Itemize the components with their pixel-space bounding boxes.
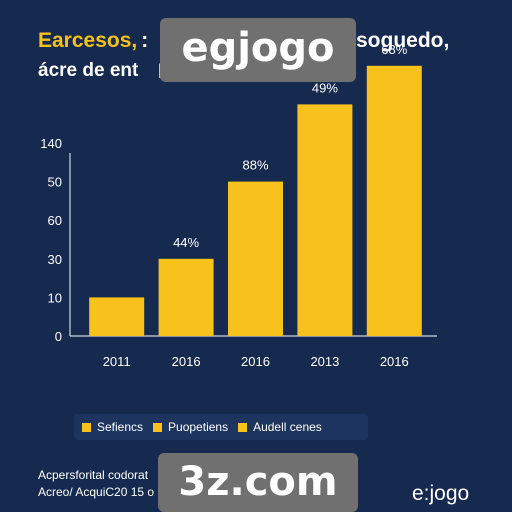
bar <box>89 297 145 336</box>
footer-line: Acpersforital codorat <box>38 468 149 482</box>
data-label: 44% <box>173 235 199 250</box>
y-tick-label: 140 <box>40 136 62 151</box>
title-line-2: ácre de ent <box>38 60 139 81</box>
legend: Sefiencs Puopetiens Audell cenes <box>74 414 368 440</box>
legend-label: Puopetiens <box>168 420 229 434</box>
x-tick-label: 2016 <box>172 354 201 369</box>
legend-item: Audell cenes <box>238 420 322 434</box>
legend-label: Audell cenes <box>253 420 322 434</box>
x-tick-label: 2016 <box>241 354 270 369</box>
footer-note: Acpersforital codorat Acreo/ AcquiC20 15… <box>38 467 154 501</box>
x-tick-label: 2011 <box>103 354 131 369</box>
data-label: 68% <box>381 42 407 57</box>
watermark-bottom: 3z.com <box>158 453 358 512</box>
y-tick-label: 50 <box>48 175 62 190</box>
y-tick-label: 60 <box>48 213 62 228</box>
title-right: soguedo, <box>356 29 450 52</box>
legend-item: Puopetiens <box>153 420 228 434</box>
legend-swatch <box>82 422 91 432</box>
bar <box>366 65 422 337</box>
title-highlight: Earcesos, <box>38 29 138 52</box>
y-tick-label: 30 <box>48 252 62 267</box>
legend-swatch <box>238 422 248 432</box>
bar <box>297 104 353 337</box>
brand-logo: e:jogo <box>412 482 470 505</box>
watermark-top: egjogo <box>160 18 356 82</box>
bar <box>228 181 283 336</box>
x-tick-label: 2016 <box>380 354 409 369</box>
y-tick-label: 10 <box>48 290 62 305</box>
legend-item: Sefiencs <box>82 420 143 434</box>
x-tick-label: 2013 <box>310 354 339 369</box>
footer-line: Acreo/ AcquiC20 15 o <box>38 485 155 499</box>
data-label: 88% <box>242 158 268 173</box>
data-label: 49% <box>312 80 338 95</box>
legend-label: Sefiencs <box>97 420 144 434</box>
title-separator: : <box>141 29 149 52</box>
legend-swatch <box>153 422 163 432</box>
bar <box>158 258 214 336</box>
y-tick-label: 0 <box>55 329 62 344</box>
